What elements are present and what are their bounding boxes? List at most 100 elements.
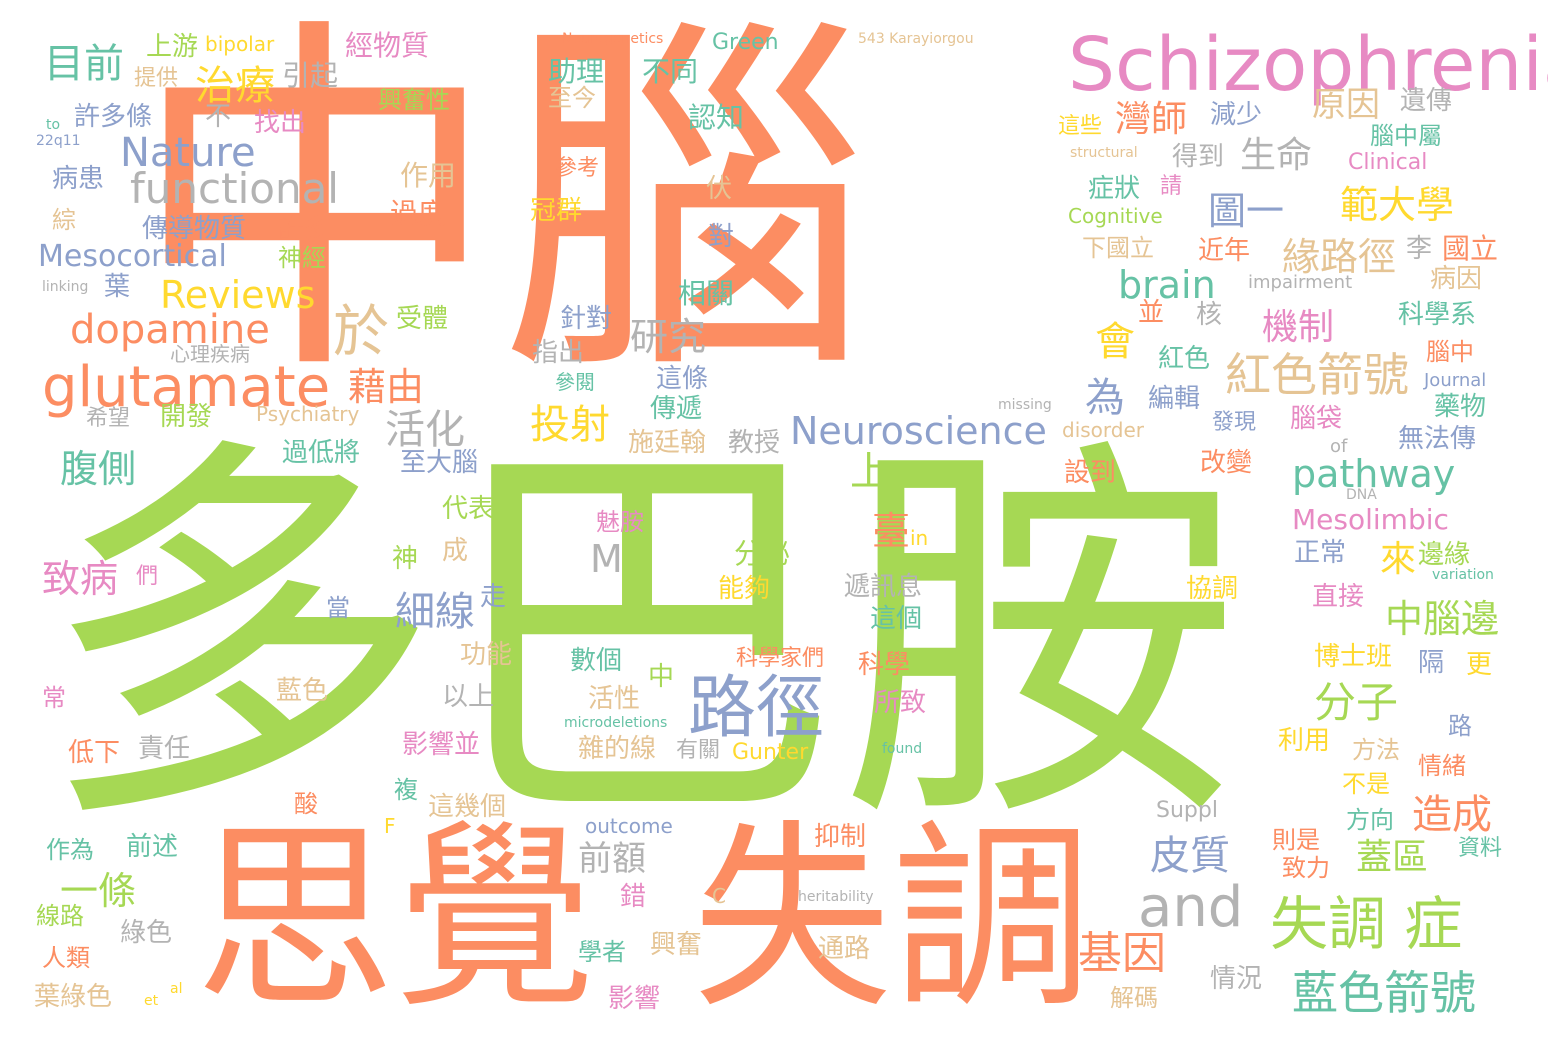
word-w029: 致病 <box>42 557 119 601</box>
word-w154: 藍色 <box>276 676 329 706</box>
word-w042: 研究 <box>630 315 707 359</box>
word-w034: 中腦邊 <box>1385 597 1500 641</box>
word-w069: 減少 <box>1210 100 1263 130</box>
word-w063: 不同 <box>642 55 699 88</box>
word-w038: 緣路徑 <box>1282 235 1397 279</box>
word-reviews: Reviews <box>160 273 316 317</box>
word-w115: missing <box>998 397 1052 413</box>
word-w193: 興奮 <box>650 930 703 960</box>
word-w095: 病因 <box>1430 264 1483 294</box>
word-w039: 範大學 <box>1340 183 1455 227</box>
word-lujing: 路徑 <box>688 669 825 748</box>
word-w065: 不 <box>205 102 232 132</box>
word-w157: 更 <box>1466 650 1493 680</box>
word-w141: 走 <box>480 582 507 612</box>
word-w182: 前述 <box>126 832 179 862</box>
word-w098: impairment <box>1248 272 1353 293</box>
word-w163: 低下 <box>68 738 121 768</box>
word-w164: 責任 <box>138 734 191 764</box>
word-w176: Suppl <box>1156 798 1218 823</box>
word-w099: 相關 <box>678 277 735 310</box>
word-w026: 腹側 <box>60 447 137 491</box>
word-w122: 無法傳 <box>1398 424 1477 454</box>
word-w134: in <box>910 526 929 550</box>
word-nature: Nature <box>120 130 256 176</box>
word-w075: 病患 <box>52 164 105 194</box>
word-w089: 許多 <box>278 214 331 244</box>
word-w121: 腦袋 <box>1290 404 1343 434</box>
word-w083: 伏 <box>706 174 733 204</box>
word-w025: 活化 <box>385 407 465 453</box>
word-w120: 發現 <box>1212 410 1257 435</box>
word-w100: 受體 <box>396 304 449 334</box>
word-w097: 葉 <box>104 272 131 302</box>
word-schizophrenia: Schizophrenia <box>1068 22 1548 108</box>
word-w056: Neurogenetics <box>562 31 664 47</box>
word-w186: 資料 <box>1458 836 1503 861</box>
word-w179: outcome <box>585 814 673 838</box>
word-w199: al <box>170 981 183 997</box>
word-w152: 博士班 <box>1314 642 1393 672</box>
word-w200: 影響 <box>608 984 661 1014</box>
word-w058: 543 Karayiorgou <box>858 31 974 47</box>
word-w028: 細線 <box>395 589 475 635</box>
word-w143: 遞訊息 <box>844 572 923 602</box>
word-w048: 上 <box>850 449 890 495</box>
word-w171: 方法 <box>1352 736 1400 764</box>
word-w041: 機制 <box>1262 307 1335 348</box>
word-w078: structural <box>1070 145 1138 161</box>
word-w093: 近年 <box>1198 236 1251 266</box>
word-w190: 線路 <box>36 902 84 930</box>
word-w070: 遺傳 <box>1400 86 1453 116</box>
word-w135: 分泌 <box>734 537 791 570</box>
word-w091: 對 <box>708 222 735 252</box>
word-w183: 抑制 <box>814 822 867 852</box>
word-w166: 雜的線 <box>578 734 657 764</box>
word-w110: 這條 <box>656 364 709 394</box>
word-w061: 興奮性 <box>378 86 450 114</box>
word-w104: 科學系 <box>1398 300 1477 330</box>
word-w184: 則是 <box>1272 826 1320 854</box>
word-w045: 原因 <box>1312 85 1380 125</box>
word-w024: 藉由 <box>348 365 425 409</box>
word-w189: heritability <box>798 889 874 905</box>
word-w113: 開發 <box>160 402 213 432</box>
word-w156: 隔 <box>1418 648 1445 678</box>
word-w116: 傳遞 <box>650 394 703 424</box>
word-w187: 錯 <box>620 882 647 912</box>
word-red-arrow: 紅色箭號 <box>1225 348 1409 402</box>
word-w173: 酸 <box>294 790 318 818</box>
word-w071: 這些 <box>1058 114 1103 139</box>
word-shitiao: 失調 <box>692 803 1093 1036</box>
word-w132: DNA <box>1346 487 1377 503</box>
word-w140: variation <box>1432 567 1494 583</box>
word-w072: 腦中屬 <box>1370 122 1442 150</box>
word-w178: F <box>384 814 396 838</box>
word-w126: 教授 <box>728 428 781 458</box>
word-blue-arrow: 藍色箭號 <box>1292 966 1476 1020</box>
word-w027: 投射 <box>530 402 610 448</box>
word-w037: 蓋區 <box>1356 837 1429 878</box>
word-w105: 心理疾病 <box>170 342 250 366</box>
word-w117: 編輯 <box>1148 384 1201 414</box>
word-w092: 下國立 <box>1082 234 1154 262</box>
word-w124: 至大腦 <box>400 448 479 478</box>
word-w022: 治療 <box>195 63 275 109</box>
word-w151: 科學 <box>858 650 911 680</box>
word-w158: 以上 <box>442 682 495 712</box>
word-w106: 指出 <box>532 338 585 368</box>
word-w107: 紅色 <box>1158 344 1211 374</box>
word-w197: 葉綠色 <box>34 982 113 1012</box>
word-w165: 影響並 <box>402 730 481 760</box>
word-w145: 當 <box>326 594 350 622</box>
word-w118: 藥物 <box>1434 392 1487 422</box>
word-w160: 所致 <box>874 688 927 718</box>
word-w079: 得到 <box>1172 142 1225 172</box>
word-w139: 們 <box>136 564 159 589</box>
word-w172: 情緒 <box>1418 752 1466 780</box>
word-w066: 找出 <box>254 108 307 138</box>
word-glutamate: glutamate <box>42 355 331 420</box>
word-w144: 協調 <box>1186 574 1239 604</box>
word-shitiao-zheng: 失調 症 <box>1270 890 1463 958</box>
word-w169: found <box>882 741 923 757</box>
